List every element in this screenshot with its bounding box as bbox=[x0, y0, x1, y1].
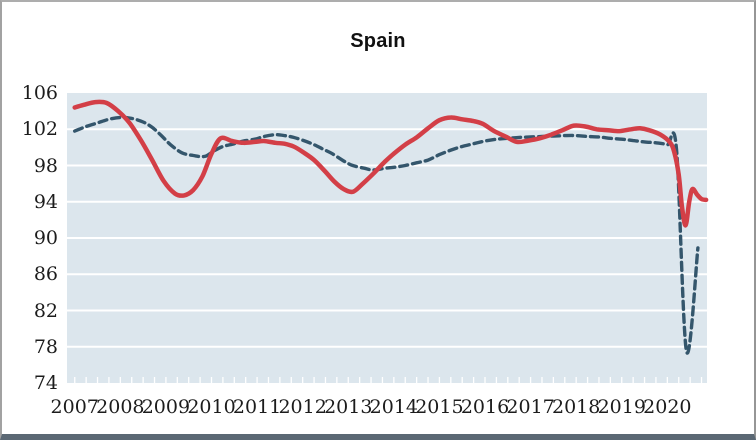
x-tick-label: 2015 bbox=[415, 396, 464, 418]
x-tick-label: 2009 bbox=[141, 396, 191, 418]
series-red-solid-line bbox=[72, 99, 709, 228]
x-tick-label: 2011 bbox=[232, 396, 282, 418]
y-tick-label: 86 bbox=[33, 263, 58, 286]
line-chart-canvas bbox=[67, 93, 709, 383]
y-tick-label: 74 bbox=[33, 372, 58, 394]
x-tick-label: 2014 bbox=[369, 396, 418, 418]
y-tick-label: 98 bbox=[33, 154, 58, 177]
x-tick-label: 2017 bbox=[506, 396, 555, 418]
x-tick-label: 2016 bbox=[460, 396, 510, 418]
y-tick-label: 102 bbox=[21, 118, 58, 141]
x-tick-label: 2013 bbox=[324, 396, 373, 418]
chart-title: Spain bbox=[350, 30, 406, 52]
x-tick-label: 2018 bbox=[551, 396, 601, 418]
x-tick-label: 2008 bbox=[96, 396, 145, 418]
x-tick-label: 2012 bbox=[278, 396, 327, 418]
y-tick-label: 94 bbox=[33, 190, 58, 213]
x-tick-label: 2019 bbox=[597, 396, 646, 418]
x-tick-label: 2010 bbox=[187, 396, 236, 418]
x-tick-label: 2007 bbox=[50, 396, 99, 418]
x-tick-label: 2020 bbox=[643, 396, 692, 418]
y-tick-label: 78 bbox=[33, 335, 58, 358]
y-tick-label: 106 bbox=[21, 82, 58, 104]
y-tick-label: 82 bbox=[33, 299, 58, 322]
y-tick-label: 90 bbox=[33, 227, 58, 249]
